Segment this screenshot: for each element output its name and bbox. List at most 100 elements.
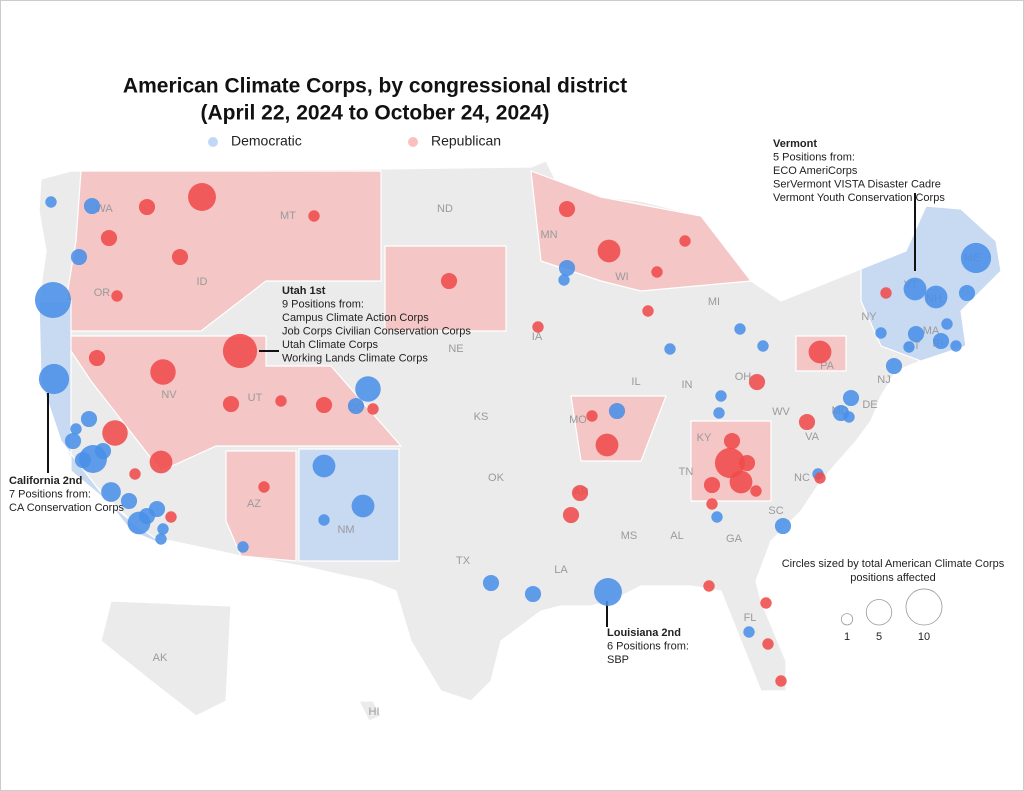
bubble — [38, 363, 70, 395]
bubble — [814, 472, 826, 484]
bubble — [907, 325, 925, 343]
bubble — [571, 484, 589, 502]
state-label: NE — [448, 343, 463, 355]
annotation-title: Louisiana 2nd — [607, 627, 681, 639]
bubble — [664, 343, 676, 355]
state-label: IN — [682, 379, 693, 391]
bubble — [738, 454, 756, 472]
state-label: GA — [726, 533, 743, 545]
bubble — [562, 506, 580, 524]
state-label: MO — [569, 414, 587, 426]
annotation-line: 5 Positions from: — [773, 151, 855, 163]
size-legend-title: Circles sized by total American Climate … — [782, 558, 1005, 570]
bubble — [760, 597, 772, 609]
bubble — [903, 341, 915, 353]
state-label: OK — [488, 472, 505, 484]
state-label: WI — [615, 271, 628, 283]
bubble — [532, 321, 544, 333]
state-label: PA — [820, 360, 835, 372]
bubble — [750, 485, 762, 497]
bubble — [594, 578, 622, 606]
bubble — [347, 397, 365, 415]
bubble — [743, 626, 755, 638]
state-label: NV — [161, 389, 177, 401]
bubble — [842, 389, 860, 407]
bubble — [958, 284, 976, 302]
state-label: NY — [861, 311, 877, 323]
size-legend-circle — [905, 588, 943, 626]
bubble — [597, 239, 621, 263]
annotation-line: ECO AmeriCorps — [773, 165, 858, 177]
bubble — [258, 481, 270, 493]
state-label: HI — [369, 706, 380, 718]
bubble — [762, 638, 774, 650]
bubble — [715, 390, 727, 402]
size-legend-title: positions affected — [850, 572, 935, 584]
title-line: American Climate Corps, by congressional… — [123, 75, 627, 98]
bubble — [315, 396, 333, 414]
bubble — [237, 541, 249, 553]
state-label: NC — [794, 472, 810, 484]
legend-swatch — [408, 137, 418, 147]
bubble — [120, 492, 138, 510]
state-label: TN — [679, 466, 694, 478]
annotation-title: Utah 1st — [282, 285, 326, 297]
bubble — [88, 349, 106, 367]
state-label: MN — [540, 229, 557, 241]
bubble — [222, 333, 258, 369]
size-legend-circle — [840, 613, 854, 626]
bubble — [843, 411, 855, 423]
bubble — [64, 432, 82, 450]
bubble — [351, 494, 375, 518]
state-label: SC — [768, 505, 783, 517]
annotation-line: SerVermont VISTA Disaster Cadre — [773, 178, 941, 190]
annotation-line: 6 Positions from: — [607, 640, 689, 652]
bubble — [440, 272, 458, 290]
legend-swatch — [208, 137, 218, 147]
bubble — [642, 305, 654, 317]
state-label: NJ — [877, 374, 890, 386]
size-legend-circle — [865, 599, 893, 626]
state-label: OH — [735, 371, 752, 383]
bubble — [45, 196, 57, 208]
bubble — [885, 357, 903, 375]
state-label: DE — [862, 399, 877, 411]
bubble — [165, 511, 177, 523]
bubble — [558, 259, 576, 277]
bubble — [775, 675, 787, 687]
bubble — [941, 318, 953, 330]
size-legend-label: 10 — [918, 631, 930, 643]
state-label: ND — [437, 203, 453, 215]
state-label: WV — [772, 406, 790, 418]
legend-label: Democratic — [231, 133, 302, 149]
size-legend-label: 1 — [844, 631, 850, 643]
bubble — [138, 198, 156, 216]
bubble — [171, 248, 189, 266]
bubble — [798, 413, 816, 431]
annotation-line: Campus Climate Action Corps — [282, 312, 429, 324]
bubble — [157, 523, 169, 535]
annotation-line: Utah Climate Corps — [282, 339, 378, 351]
bubble — [774, 517, 792, 535]
bubble — [355, 376, 381, 402]
state-label: IL — [631, 376, 640, 388]
bubble — [748, 373, 766, 391]
state-label: MT — [280, 210, 296, 222]
state-label: KY — [697, 432, 712, 444]
bubble — [312, 454, 336, 478]
state-label: IA — [532, 331, 543, 343]
annotation-line: CA Conservation Corps — [9, 502, 124, 514]
bubble — [308, 210, 320, 222]
bubble — [924, 285, 948, 309]
bubble — [950, 340, 962, 352]
annotation-line: Working Lands Climate Corps — [282, 352, 428, 364]
bubble — [111, 290, 123, 302]
bubble — [903, 277, 927, 301]
bubble — [80, 410, 98, 428]
bubble — [651, 266, 663, 278]
state-label: UT — [248, 392, 263, 404]
bubble — [367, 403, 379, 415]
bubble — [757, 340, 769, 352]
state-label: AZ — [247, 498, 261, 510]
state-label: TX — [456, 555, 471, 567]
